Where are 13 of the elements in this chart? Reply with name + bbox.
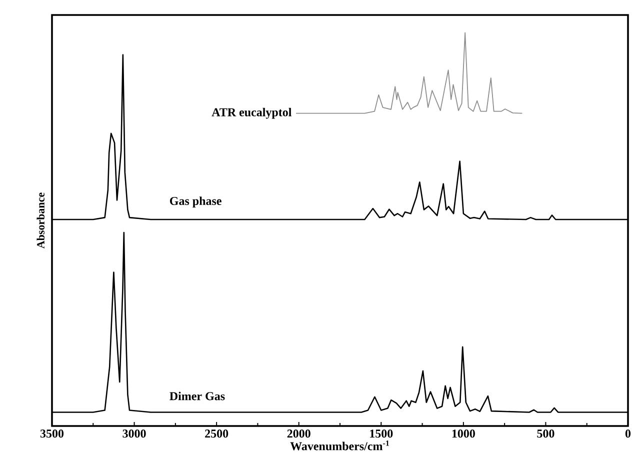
x-axis-title: Wavenumbers/cm$^{-1}$ [290, 440, 389, 450]
x-tick-label: 1000 [452, 430, 475, 438]
x-tick-label: 3000 [122, 430, 146, 438]
x-tick-label: 3500 [40, 430, 64, 438]
x-tick-label: 2500 [205, 430, 228, 438]
x-tick-label: 500 [537, 430, 554, 438]
x-tick-label: 0 [625, 430, 631, 438]
series-label: Gas phase [170, 196, 222, 208]
series-label: Dimer Gas [170, 392, 225, 400]
x-tick-label: 2000 [287, 430, 310, 438]
y-axis-title: Absorbance [36, 192, 44, 248]
series-label: ATR eucalyptol [212, 108, 292, 119]
x-tick-label: 1500 [370, 430, 393, 438]
